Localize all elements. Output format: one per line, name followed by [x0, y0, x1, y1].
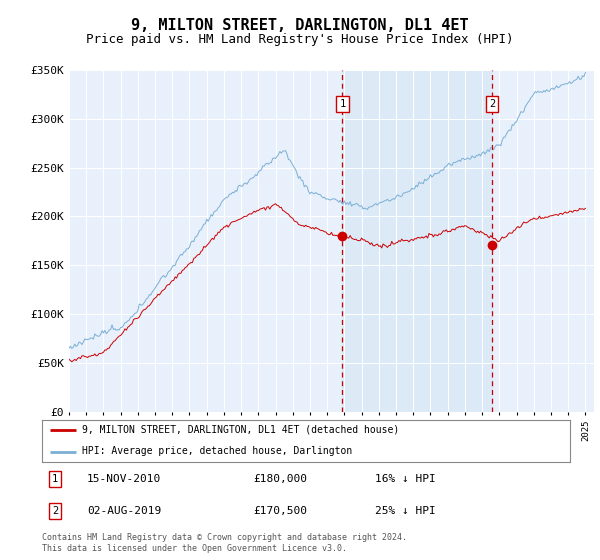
Text: £170,500: £170,500: [253, 506, 307, 516]
Text: 9, MILTON STREET, DARLINGTON, DL1 4ET: 9, MILTON STREET, DARLINGTON, DL1 4ET: [131, 18, 469, 32]
Text: 16% ↓ HPI: 16% ↓ HPI: [374, 474, 436, 484]
Text: HPI: Average price, detached house, Darlington: HPI: Average price, detached house, Darl…: [82, 446, 352, 456]
Text: Contains HM Land Registry data © Crown copyright and database right 2024.
This d: Contains HM Land Registry data © Crown c…: [42, 533, 407, 553]
Text: 2: 2: [52, 506, 58, 516]
Text: 02-AUG-2019: 02-AUG-2019: [87, 506, 161, 516]
Text: 2: 2: [489, 99, 495, 109]
Text: 15-NOV-2010: 15-NOV-2010: [87, 474, 161, 484]
Text: 1: 1: [52, 474, 58, 484]
Bar: [343, 70, 492, 412]
Text: £180,000: £180,000: [253, 474, 307, 484]
Text: 25% ↓ HPI: 25% ↓ HPI: [374, 506, 436, 516]
Text: 1: 1: [339, 99, 346, 109]
Text: Price paid vs. HM Land Registry's House Price Index (HPI): Price paid vs. HM Land Registry's House …: [86, 32, 514, 46]
Text: 9, MILTON STREET, DARLINGTON, DL1 4ET (detached house): 9, MILTON STREET, DARLINGTON, DL1 4ET (d…: [82, 424, 399, 435]
